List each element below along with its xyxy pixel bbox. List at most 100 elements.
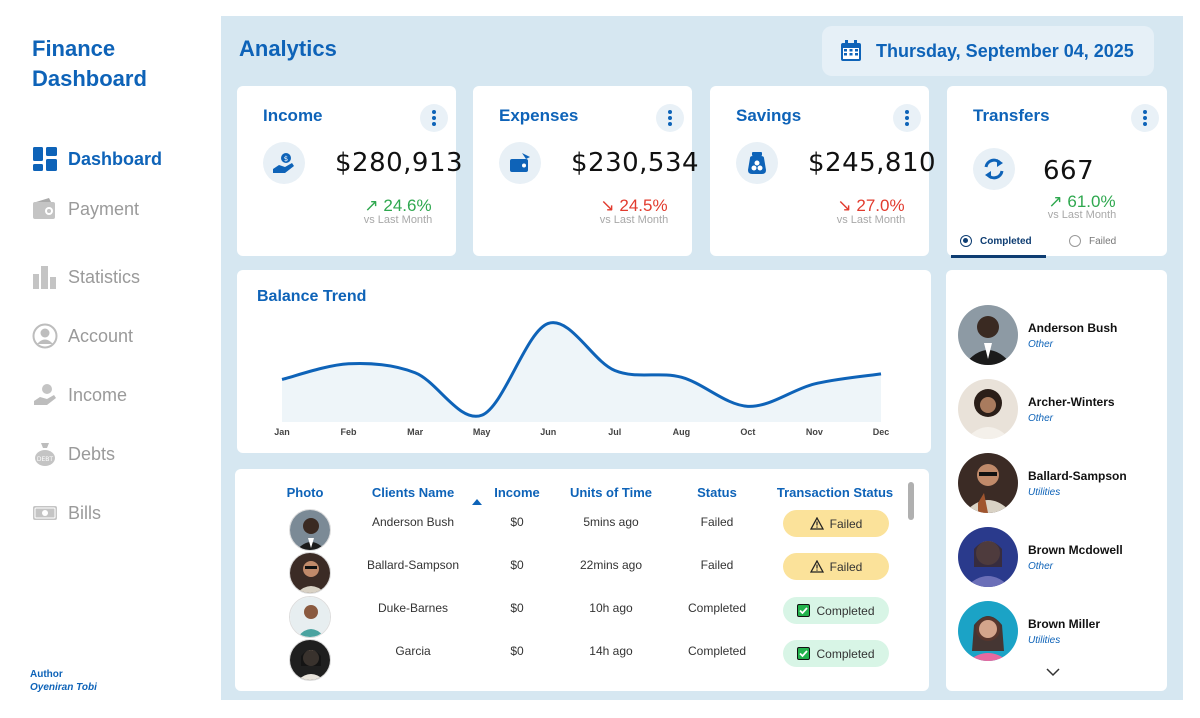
badge-label: Failed (829, 516, 863, 531)
sidebar-item-statistics[interactable]: Statistics (32, 260, 140, 294)
cell-time: 14h ago (589, 644, 633, 658)
sidebar-item-bills[interactable]: Bills (32, 496, 101, 530)
client-category: Utilities (1028, 486, 1061, 498)
cell-status: Completed (687, 644, 747, 658)
kebab-menu-icon[interactable] (893, 104, 921, 132)
client-item-ballard-sampson[interactable]: Ballard-Sampson Utilities (958, 453, 1127, 513)
kpi-subtext: vs Last Month (363, 214, 433, 226)
kpi-subtext: vs Last Month (836, 214, 906, 226)
x-tick-label: Jun (540, 427, 556, 437)
savings-jar-icon (736, 142, 778, 184)
wallet-icon (32, 196, 58, 222)
x-tick-label: Mar (407, 427, 424, 437)
kpi-card-transfers: Transfers 667 ↗ 61.0% vs Last Month Comp… (947, 86, 1167, 258)
chart-title: Balance Trend (257, 288, 367, 305)
money-hand-icon: $ (263, 142, 305, 184)
client-category: Other (1028, 560, 1054, 572)
kpi-change: ↗ 61.0% (1048, 192, 1116, 211)
warning-icon (809, 517, 824, 530)
sidebar-item-income[interactable]: Income (32, 378, 127, 412)
kebab-menu-icon[interactable] (1131, 104, 1159, 132)
column-header-transaction-status[interactable]: Transaction Status (776, 485, 894, 500)
check-box-icon (797, 604, 811, 617)
cell-time: 5mins ago (583, 515, 639, 529)
client-name: Brown Mcdowell (1028, 542, 1123, 557)
column-header-status[interactable]: Status (697, 485, 737, 500)
chevron-down-icon[interactable] (1046, 664, 1060, 682)
client-item-anderson-bush[interactable]: Anderson Bush Other (958, 305, 1117, 365)
x-tick-label: Oct (740, 427, 755, 437)
balance-trend-card: Jan Feb Mar May Jun Jul Aug Oct Nov Dec Balance T… (237, 270, 931, 453)
sidebar-item-payment[interactable]: Payment (32, 192, 139, 226)
kpi-title: Transfers (973, 106, 1050, 125)
sidebar-item-label: Payment (68, 198, 140, 219)
tab-completed[interactable]: Completed (960, 235, 1032, 247)
client-item-brown-miller[interactable]: Brown Miller Utilities (958, 601, 1100, 661)
avatar (958, 379, 1018, 439)
sidebar-item-label: Debts (68, 443, 116, 464)
balance-trend-chart: Jan Feb Mar May Jun Jul Aug Oct Nov Dec (274, 321, 889, 437)
x-tick-label: Jan (274, 427, 290, 437)
status-badge: Completed (783, 640, 889, 667)
clients-list: Anderson Bush Other Archer-Winters Other… (946, 270, 1167, 691)
user-circle-icon (32, 323, 58, 349)
avatar (958, 305, 1018, 365)
column-header-units-of-time[interactable]: Units of Time (569, 485, 653, 500)
radio-unselected-icon (1069, 235, 1081, 247)
cell-income: $0 (510, 515, 524, 529)
kebab-menu-icon[interactable] (420, 104, 448, 132)
sidebar: Finance Dashboard Dashboard Payment Stat… (16, 16, 221, 700)
kebab-menu-icon[interactable] (656, 104, 684, 132)
transactions-table: Photo Clients Name Income Units of Time … (235, 469, 929, 691)
cell-income: $0 (510, 601, 524, 615)
main-content: Analytics Thursday, September 04, 2025 I… (221, 16, 1183, 700)
sidebar-item-label: Dashboard (68, 148, 163, 169)
debt-bag-icon: DEBT (32, 441, 58, 467)
kpi-subtext: vs Last Month (599, 214, 669, 226)
client-name: Ballard-Sampson (1028, 468, 1127, 483)
badge-label: Completed (816, 646, 875, 661)
kpi-subtext: vs Last Month (1047, 209, 1117, 221)
sort-ascending-icon[interactable] (472, 499, 482, 505)
client-photo (289, 639, 331, 681)
calendar-icon (840, 40, 862, 62)
sidebar-item-dashboard[interactable]: Dashboard (32, 142, 162, 176)
cell-time: 22mins ago (579, 558, 643, 572)
brand-line-1: Finance (32, 36, 116, 61)
cell-income: $0 (510, 644, 524, 658)
cell-income: $0 (510, 558, 524, 572)
kpi-value: $245,810 (808, 148, 937, 178)
date-display: Thursday, September 04, 2025 (822, 26, 1154, 76)
client-name: Brown Miller (1028, 616, 1101, 631)
client-category: Other (1028, 412, 1054, 424)
kpi-value: $280,913 (335, 148, 464, 178)
brand-line-2: Dashboard (32, 66, 147, 91)
sidebar-item-account[interactable]: Account (32, 319, 133, 353)
current-date: Thursday, September 04, 2025 (876, 40, 1134, 61)
money-hand-icon (32, 382, 58, 408)
column-header-income[interactable]: Income (494, 485, 540, 500)
kpi-value: $230,534 (571, 148, 700, 178)
x-tick-label: Nov (806, 427, 823, 437)
status-badge: Failed (783, 553, 889, 580)
client-item-brown-mcdowell[interactable]: Brown Mcdowell Other (958, 527, 1123, 587)
author-role: Author (30, 669, 63, 680)
column-header-client-name[interactable]: Clients Name (371, 485, 455, 500)
badge-label: Failed (829, 559, 863, 574)
kpi-title: Expenses (499, 106, 579, 125)
cell-client-name: Ballard-Sampson (366, 558, 460, 572)
kpi-title: Savings (736, 106, 802, 125)
table-scrollbar[interactable] (908, 482, 914, 520)
column-header-photo[interactable]: Photo (286, 485, 324, 500)
tab-label: Failed (1089, 235, 1117, 247)
page-title: Analytics (239, 36, 337, 61)
cell-client-name: Garcia (395, 644, 431, 658)
kpi-change: ↘ 27.0% (837, 196, 905, 215)
balance-area-fill (282, 322, 881, 422)
client-item-archer-winters[interactable]: Archer-Winters Other (958, 379, 1115, 439)
cell-time: 10h ago (589, 601, 633, 615)
sidebar-item-debts[interactable]: DEBT Debts (32, 437, 115, 471)
avatar (958, 453, 1018, 513)
kpi-card-expenses: Expenses $230,534 ↘ 24.5% vs Last Month (473, 86, 699, 256)
tab-failed[interactable]: Failed (1069, 235, 1116, 247)
